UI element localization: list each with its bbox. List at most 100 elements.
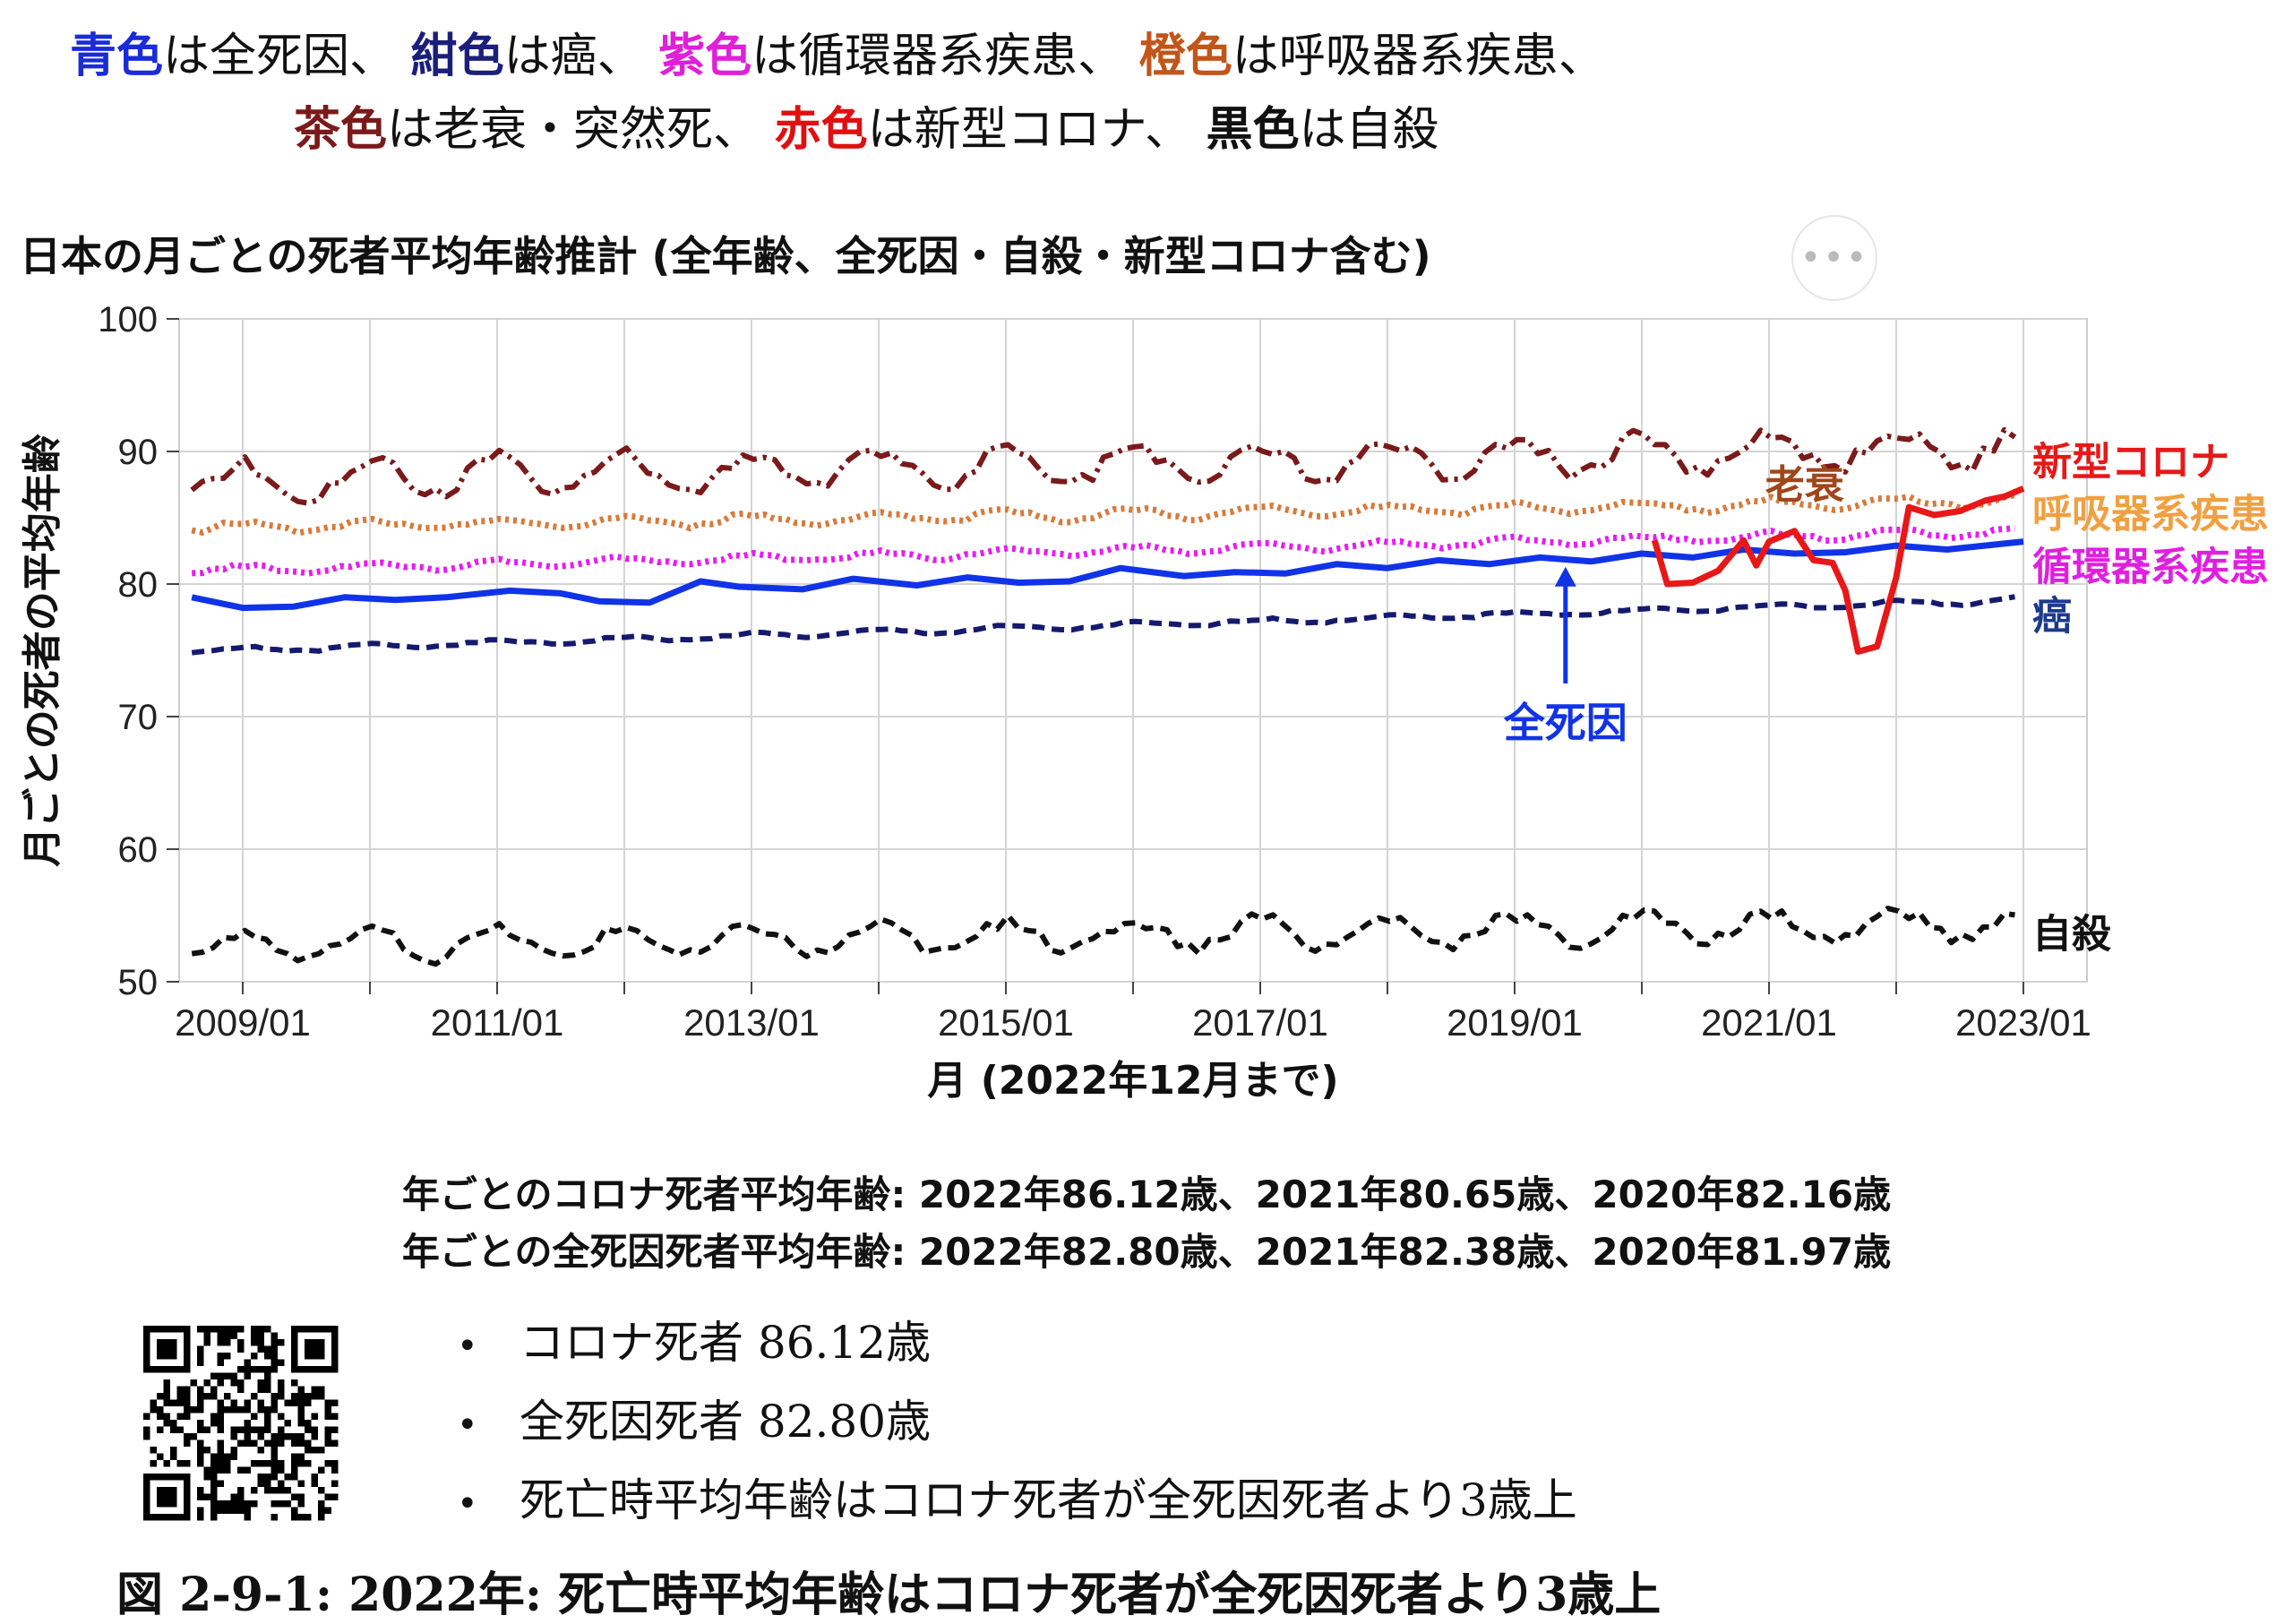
qr-module — [257, 1447, 264, 1454]
qr-module — [291, 1453, 298, 1460]
qr-module — [278, 1439, 285, 1447]
qr-module — [224, 1326, 231, 1333]
qr-module — [311, 1413, 318, 1420]
qr-module — [264, 1379, 271, 1387]
qr-module — [210, 1453, 218, 1460]
qr-module — [271, 1439, 278, 1447]
qr-module — [297, 1500, 305, 1508]
legend-desc-covid: は新型コロナ、 — [867, 103, 1191, 157]
qr-module — [278, 1466, 285, 1474]
qr-module — [271, 1353, 278, 1360]
summary-list: コロナ死者 86.12歳 全死因死者 82.80歳 死亡時平均年齢はコロナ死者が… — [457, 1303, 1577, 1540]
series-label-癌: 癌 — [2032, 593, 2072, 639]
qr-module — [210, 1474, 218, 1481]
qr-module — [251, 1439, 258, 1447]
qr-module — [230, 1453, 237, 1460]
qr-module — [197, 1393, 204, 1400]
qr-module — [264, 1460, 271, 1467]
qr-code-icon — [143, 1326, 339, 1521]
qr-module — [264, 1386, 271, 1393]
qr-module — [224, 1393, 231, 1400]
qr-module — [291, 1433, 298, 1440]
qr-module — [251, 1426, 258, 1433]
qr-module — [184, 1393, 191, 1400]
qr-module — [237, 1426, 245, 1433]
qr-module — [217, 1460, 224, 1467]
qr-module — [324, 1413, 331, 1420]
qr-module — [264, 1413, 271, 1420]
line-chart: 50 60 70 80 90 100 2009/01 2011/01 2013/01 2015/0… — [20, 300, 2269, 1104]
qr-module — [197, 1507, 204, 1514]
qr-module — [251, 1413, 258, 1420]
qr-module — [297, 1439, 305, 1447]
qr-module — [203, 1379, 210, 1387]
qr-module — [237, 1439, 245, 1447]
qr-module — [217, 1420, 224, 1427]
qr-module — [318, 1514, 325, 1521]
qr-module — [324, 1493, 331, 1500]
qr-module — [237, 1345, 245, 1353]
qr-module — [278, 1433, 285, 1440]
x-tick-label: 2013/01 — [683, 1001, 820, 1044]
qr-module — [331, 1480, 339, 1487]
qr-module — [291, 1507, 298, 1514]
qr-module — [251, 1326, 258, 1333]
qr-module — [257, 1433, 264, 1440]
qr-module — [237, 1493, 245, 1500]
qr-module — [176, 1413, 184, 1420]
qr-module — [230, 1447, 237, 1454]
qr-module — [318, 1507, 325, 1514]
y-tick-label: 90 — [118, 433, 159, 472]
qr-module — [197, 1359, 204, 1366]
qr-module — [163, 1379, 170, 1387]
qr-module — [217, 1500, 224, 1508]
qr-module — [271, 1399, 278, 1406]
qr-module — [163, 1413, 170, 1420]
x-axis-label: 月 (2022年12月まで) — [927, 1058, 1338, 1104]
qr-module — [297, 1453, 305, 1460]
qr-module — [324, 1460, 331, 1467]
qr-module — [278, 1359, 285, 1366]
qr-module — [210, 1460, 218, 1467]
qr-module — [184, 1413, 191, 1420]
chart-grid — [178, 318, 2088, 983]
y-tick-label: 70 — [118, 698, 159, 737]
qr-module — [324, 1439, 331, 1447]
legend-desc-suicide: は自殺 — [1299, 103, 1439, 157]
qr-module — [324, 1426, 331, 1433]
qr-module — [230, 1507, 237, 1514]
qr-module — [331, 1413, 339, 1420]
qr-module — [278, 1460, 285, 1467]
qr-module — [271, 1514, 278, 1521]
list-item: コロナ死者 86.12歳 — [457, 1303, 1577, 1382]
qr-module — [305, 1460, 312, 1467]
x-tick-label: 2009/01 — [175, 1001, 311, 1044]
x-tick-label: 2017/01 — [1192, 1001, 1328, 1044]
qr-module — [244, 1466, 251, 1474]
qr-module — [197, 1514, 204, 1521]
ellipsis-icon[interactable]: ••• — [1791, 215, 1877, 301]
qr-module — [217, 1406, 224, 1413]
qr-module — [143, 1413, 150, 1420]
qr-module — [257, 1379, 264, 1387]
qr-module — [278, 1339, 285, 1346]
qr-module — [210, 1393, 218, 1400]
qr-module — [278, 1386, 285, 1393]
qr-module — [324, 1399, 331, 1406]
qr-module — [297, 1460, 305, 1467]
qr-module — [264, 1353, 271, 1360]
qr-module — [318, 1487, 325, 1494]
series-line-新型コロナ — [1651, 485, 2025, 655]
qr-module — [150, 1447, 157, 1454]
annotation-arrow-head — [1554, 566, 1576, 587]
chart-annotation: 全死因 — [1503, 566, 1627, 747]
qr-module — [264, 1480, 271, 1487]
qr-module — [271, 1393, 278, 1400]
qr-module — [190, 1406, 197, 1413]
list-item: 死亡時平均年齢はコロナ死者が全死因死者より3歳上 — [457, 1461, 1577, 1540]
qr-module — [264, 1366, 271, 1373]
qr-module — [217, 1466, 224, 1474]
qr-module — [210, 1493, 218, 1500]
qr-module — [230, 1426, 237, 1433]
qr-module — [143, 1433, 150, 1440]
